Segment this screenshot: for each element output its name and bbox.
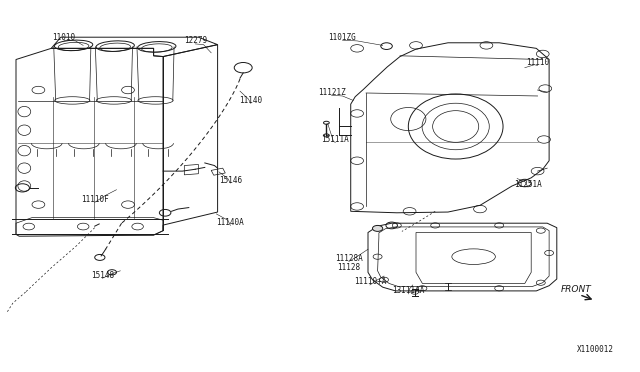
Text: 13I11AA: 13I11AA [392, 286, 424, 295]
Text: 11251A: 11251A [514, 180, 542, 189]
Text: 11140A: 11140A [216, 218, 244, 227]
Text: 11121Z: 11121Z [317, 88, 346, 97]
Text: 11110+A: 11110+A [354, 278, 386, 286]
Text: FRONT: FRONT [561, 285, 591, 294]
Ellipse shape [323, 134, 329, 137]
Text: 11110F: 11110F [81, 195, 109, 204]
Text: 11110: 11110 [526, 58, 549, 67]
Text: 11140: 11140 [239, 96, 262, 105]
Text: 11010: 11010 [52, 33, 76, 42]
Text: 15146: 15146 [219, 176, 242, 185]
Text: 15I11A: 15I11A [321, 135, 349, 144]
Circle shape [372, 225, 383, 231]
Ellipse shape [323, 121, 329, 124]
Text: 11128: 11128 [337, 263, 360, 272]
Text: 11128A: 11128A [335, 254, 363, 263]
Text: 1101ZG: 1101ZG [328, 33, 356, 42]
Text: 12279: 12279 [184, 36, 207, 45]
Text: 15148: 15148 [91, 271, 114, 280]
Text: X1100012: X1100012 [577, 344, 614, 353]
